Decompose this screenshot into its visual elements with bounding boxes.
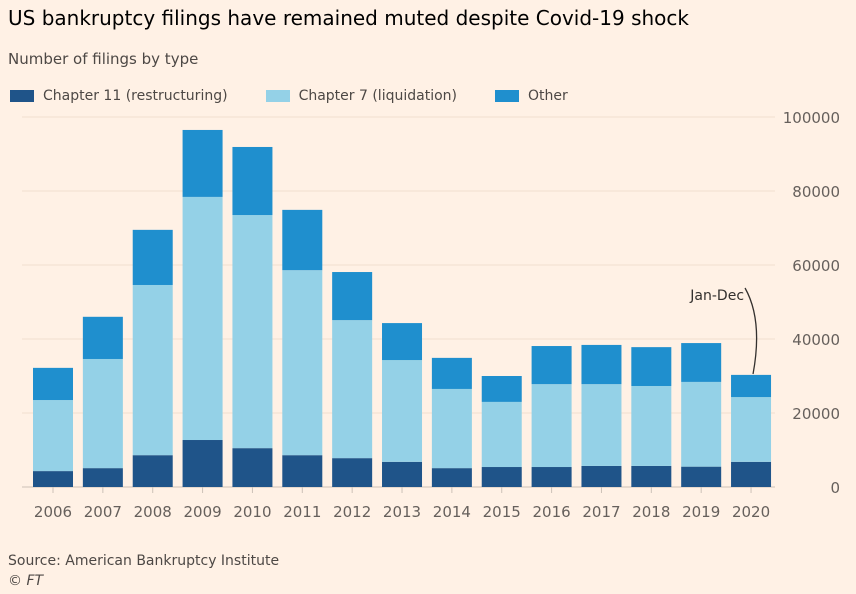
- bar-segment: [232, 146, 273, 216]
- chart-subtitle: Number of filings by type: [8, 50, 199, 68]
- bar-segment: [681, 466, 722, 487]
- bar-segment: [431, 468, 472, 487]
- annotation-line: [744, 287, 758, 375]
- bar-segment: [631, 347, 672, 386]
- bar-segment: [731, 397, 772, 462]
- bar-segment: [182, 196, 223, 441]
- bar-segment: [581, 465, 622, 487]
- y-tick-label: 20000: [792, 405, 840, 423]
- x-tick-label: 2017: [582, 503, 620, 521]
- bar-segment: [481, 376, 522, 402]
- x-tick-label: 2016: [533, 503, 571, 521]
- bar-segment: [681, 343, 722, 382]
- bar-segment: [382, 461, 423, 487]
- legend-item-chapter-11: Chapter 11 (restructuring): [10, 88, 228, 104]
- y-tick-label: 40000: [792, 331, 840, 349]
- x-tick-label: 2014: [433, 503, 471, 521]
- bar-segment: [82, 316, 123, 359]
- bar-segment: [33, 400, 73, 472]
- bar-segment: [132, 229, 173, 285]
- bar-segment: [382, 360, 423, 462]
- bar-segment: [481, 401, 522, 468]
- x-tick-label: 2018: [632, 503, 670, 521]
- x-tick-label: 2012: [333, 503, 371, 521]
- bar-segment: [182, 129, 223, 197]
- bar-segment: [182, 440, 223, 487]
- bar-segment: [232, 215, 273, 449]
- y-tick-label: 0: [830, 479, 840, 497]
- x-tick-label: 2011: [283, 503, 321, 521]
- bar-segment: [282, 209, 323, 271]
- x-tick-label: 2019: [682, 503, 720, 521]
- bar-segment: [681, 381, 722, 467]
- bar-segment: [531, 384, 572, 468]
- x-tick-label: 2015: [483, 503, 521, 521]
- y-tick-label: 60000: [792, 257, 840, 275]
- x-tick-label: 2009: [183, 503, 221, 521]
- y-tick-label: 100000: [783, 109, 840, 127]
- bar-segment: [382, 323, 423, 361]
- legend-label: Chapter 7 (liquidation): [298, 88, 457, 104]
- chart-title: US bankruptcy filings have remained mute…: [8, 6, 689, 30]
- bar-segment: [33, 367, 73, 401]
- bar-segment: [431, 357, 472, 389]
- bar-segment: [332, 458, 373, 487]
- x-tick-label: 2013: [383, 503, 421, 521]
- legend-label: Other: [527, 88, 568, 104]
- bar-segment: [282, 455, 323, 487]
- legend-item-chapter-7: Chapter 7 (liquidation): [265, 88, 457, 104]
- bar-segment: [33, 471, 73, 487]
- bar-segment: [232, 448, 273, 487]
- bar-segment: [332, 272, 373, 321]
- x-tick-label: 2010: [233, 503, 271, 521]
- bar-segment: [731, 461, 772, 487]
- bar-segment: [82, 358, 123, 469]
- y-tick-label: 80000: [792, 183, 840, 201]
- bar-segment: [731, 374, 772, 398]
- legend: Chapter 11 (restructuring) Chapter 7 (li…: [10, 88, 606, 104]
- bar-segment: [431, 388, 472, 469]
- bar-segment: [481, 467, 522, 487]
- bar-segment: [132, 455, 173, 487]
- legend-item-other: Other: [494, 88, 568, 104]
- source-note: Source: American Bankruptcy Institute: [8, 553, 280, 569]
- bar-segment: [581, 344, 622, 385]
- legend-label: Chapter 11 (restructuring): [43, 88, 228, 104]
- x-tick-label: 2008: [134, 503, 172, 521]
- x-tick-label: 2007: [84, 503, 122, 521]
- legend-swatch: [265, 90, 290, 102]
- bar-segment: [631, 465, 672, 487]
- legend-swatch: [10, 90, 34, 102]
- bar-segment: [82, 468, 123, 487]
- bar-segment: [531, 346, 572, 385]
- bar-segment: [332, 320, 373, 459]
- x-tick-label: 2006: [34, 503, 72, 521]
- annotation-label: Jan-Dec: [689, 288, 744, 304]
- ft-credit: © FT: [8, 573, 44, 589]
- bar-segment: [132, 284, 173, 456]
- bar-segment: [531, 467, 572, 487]
- bar-segment: [581, 384, 622, 466]
- bar-segment: [631, 385, 672, 466]
- bar-segment: [282, 270, 323, 456]
- legend-swatch: [494, 90, 519, 102]
- x-tick-label: 2020: [732, 503, 770, 521]
